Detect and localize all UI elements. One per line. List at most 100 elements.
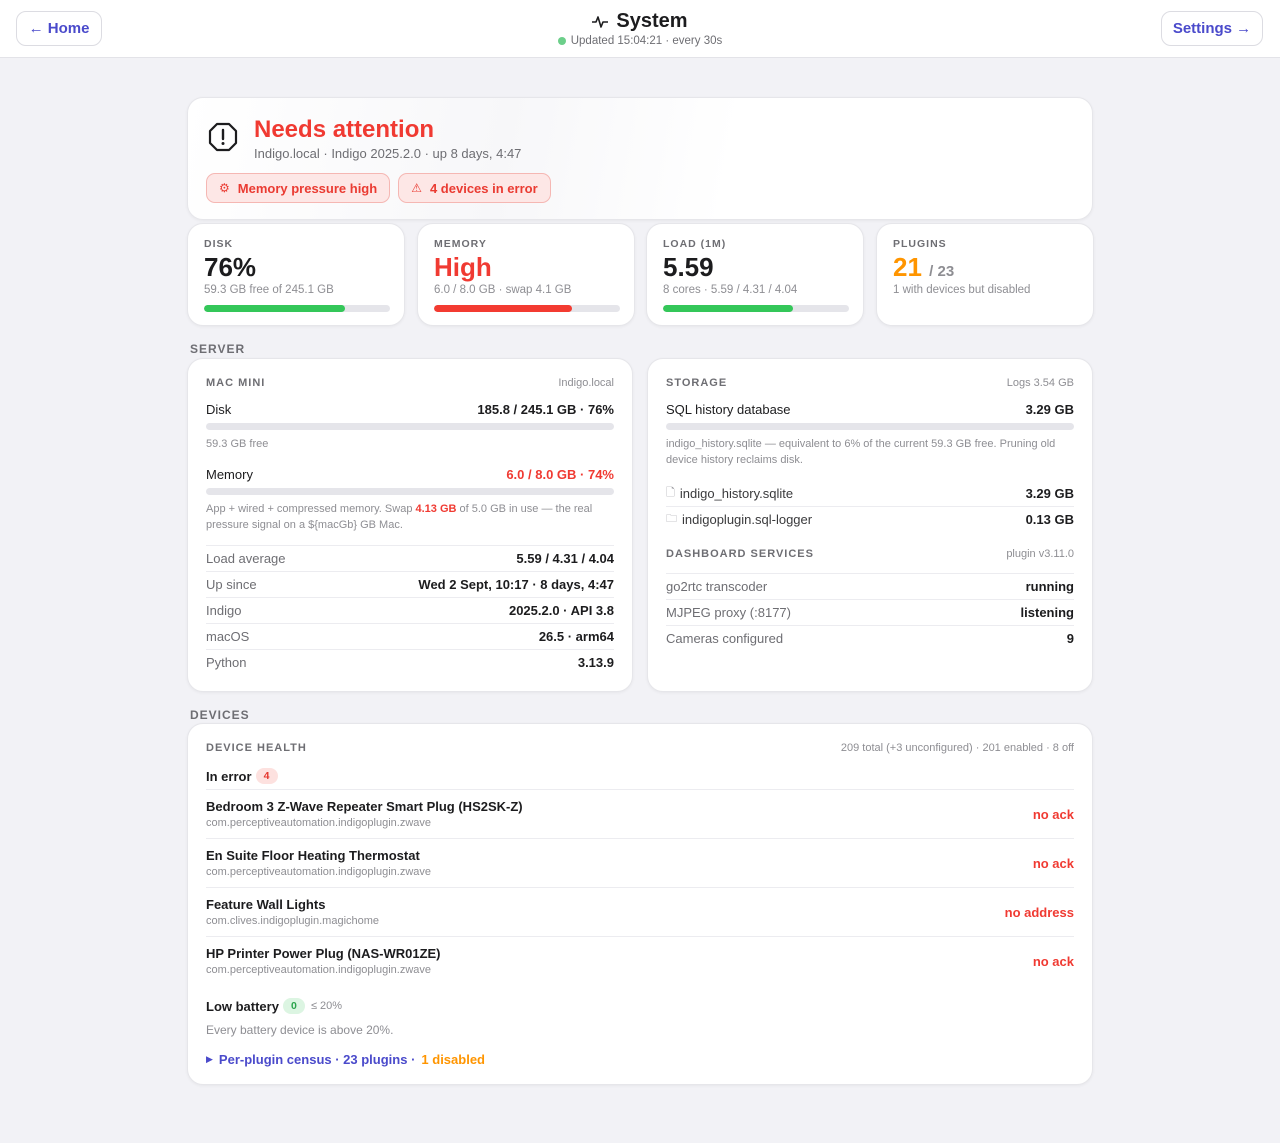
disk-stat-card[interactable]: DISK 76% 59.3 GB free of 245.1 GB: [187, 223, 405, 326]
disk-usage-bar: [204, 305, 390, 312]
folder-size: 0.13 GB: [1025, 512, 1074, 527]
device-summary: 209 total (+3 unconfigured) · 201 enable…: [840, 742, 1074, 754]
file-size: 3.29 GB: [1025, 485, 1074, 501]
disk-metric: Disk 185.8 / 245.1 GB · 76%: [206, 402, 614, 417]
memory-stat-card[interactable]: MEMORY High 6.0 / 8.0 GB · swap 4.1 GB: [417, 223, 635, 326]
metric-label: Memory: [206, 467, 253, 482]
folder-icon: 🗀: [666, 513, 677, 525]
low-battery-heading: Low battery 0 ≤ 20%: [206, 998, 342, 1014]
file-label: 🗋 indigo_history.sqlite: [666, 484, 793, 503]
page-header: System Updated 15:04:21 · every 30s: [440, 10, 840, 47]
folder-label: 🗀 indigoplugin.sql-logger: [666, 510, 812, 529]
stat-value: 76%: [204, 252, 257, 282]
row-value: 3.13.9: [577, 655, 614, 670]
note-text: of 5.0 GB in use — the real pressure sig…: [206, 503, 593, 531]
panel-header: STORAGE Logs 3.54 GB: [666, 377, 1074, 389]
bar-fill: [663, 305, 794, 312]
sql-db-bar: [666, 423, 1074, 430]
sql-db-note: indigo_history.sqlite — equivalent to 6%…: [666, 438, 1056, 466]
memory-usage-bar: [434, 305, 620, 312]
alert-chips: ⚙ Memory pressure high ⚠ 4 devices in er…: [206, 173, 551, 203]
mac-mini-panel: MAC MINI Indigo.local Disk 185.8 / 245.1…: [187, 358, 633, 692]
folder-name: indigoplugin.sql-logger: [682, 512, 813, 527]
bar-fill: [434, 305, 572, 312]
service-status: listening: [1020, 605, 1074, 620]
memory-metric: Memory 6.0 / 8.0 GB · 74%: [206, 467, 614, 482]
section-label-devices: DEVICES: [190, 708, 250, 722]
services-header: DASHBOARD SERVICES plugin v3.11.0: [666, 548, 1074, 560]
plugins-enabled-count: 21: [893, 252, 922, 282]
service-name: go2rtc transcoder: [666, 579, 768, 594]
row-label: Python: [206, 655, 247, 670]
panel-title: MAC MINI: [206, 377, 266, 389]
row-value: 26.5 · arm64: [538, 629, 614, 644]
device-name: Feature Wall Lights: [206, 897, 326, 912]
health-summary-card: Needs attention Indigo.local · Indigo 20…: [187, 97, 1093, 220]
load-bar: [663, 305, 849, 312]
page-title-text: System: [616, 10, 688, 32]
stat-value: 5.59: [663, 252, 714, 282]
device-plugin-id: com.perceptiveautomation.indigoplugin.zw…: [206, 964, 432, 976]
load-stat-card[interactable]: LOAD (1M) 5.59 8 cores · 5.59 / 4.31 / 4…: [646, 223, 864, 326]
settings-button[interactable]: Settings →: [1161, 11, 1263, 46]
panel-title: DEVICE HEALTH: [206, 742, 307, 754]
error-count-badge: 4: [255, 768, 278, 784]
device-error-row[interactable]: Feature Wall Lights com.clives.indigoplu…: [206, 887, 1074, 936]
device-error-row[interactable]: Bedroom 3 Z-Wave Repeater Smart Plug (HS…: [206, 789, 1074, 838]
home-button[interactable]: ← Home: [16, 11, 102, 46]
row-label: Indigo: [206, 603, 242, 618]
census-label: Per-plugin census · 23 plugins ·: [218, 1052, 416, 1067]
file-name: indigo_history.sqlite: [679, 485, 794, 501]
plugin-census-toggle[interactable]: ▶ Per-plugin census · 23 plugins · 1 dis…: [206, 1052, 485, 1067]
service-status: running: [1025, 579, 1074, 594]
row-label: Up since: [206, 577, 257, 592]
sql-db-metric: SQL history database 3.29 GB: [666, 402, 1074, 417]
panel-title: STORAGE: [666, 377, 728, 389]
service-row-go2rtc: go2rtc transcoder running: [666, 573, 1074, 599]
in-error-label: In error: [206, 768, 252, 784]
plugin-version: plugin v3.11.0: [1006, 548, 1074, 560]
metric-value: 185.8 / 245.1 GB · 76%: [477, 402, 614, 417]
device-plugin-id: com.clives.indigoplugin.magichome: [206, 915, 380, 927]
device-plugin-id: com.perceptiveautomation.indigoplugin.zw…: [206, 866, 432, 878]
cpu-icon: ⚙: [219, 181, 230, 195]
chip-label: 4 devices in error: [429, 180, 538, 196]
pulse-icon: [592, 15, 609, 28]
memory-pressure-chip[interactable]: ⚙ Memory pressure high: [206, 173, 391, 203]
up-since-row: Up since Wed 2 Sept, 10:17 · 8 days, 4:47: [206, 571, 614, 597]
device-error-row[interactable]: HP Printer Power Plug (NAS-WR01ZE) com.p…: [206, 936, 1074, 985]
section-label-server: SERVER: [190, 342, 246, 356]
row-value: 5.59 / 4.31 / 4.04: [516, 551, 614, 566]
alert-octagon-icon: [208, 122, 238, 152]
stat-value: 21 / 23: [893, 252, 954, 283]
plugins-total: / 23: [929, 263, 955, 280]
battery-threshold: ≤ 20%: [310, 1000, 343, 1012]
stat-label: MEMORY: [434, 238, 487, 250]
battery-note: Every battery device is above 20%.: [206, 1023, 394, 1037]
devices-error-chip[interactable]: ⚠ 4 devices in error: [398, 173, 551, 203]
health-status-title: Needs attention: [254, 116, 435, 143]
in-error-heading: In error 4: [206, 768, 278, 784]
top-bar: ← Home System Updated 15:04:21 · every 3…: [0, 0, 1280, 58]
device-error-status: no ack: [1032, 954, 1074, 969]
chip-label: Memory pressure high: [237, 180, 378, 196]
metric-label: SQL history database: [666, 402, 791, 417]
stat-subtext: 59.3 GB free of 245.1 GB: [204, 284, 334, 296]
plugins-stat-card[interactable]: PLUGINS 21 / 23 1 with devices but disab…: [876, 223, 1094, 326]
metric-value: 3.29 GB: [1025, 402, 1074, 417]
update-status: Updated 15:04:21 · every 30s: [440, 35, 840, 47]
stat-label: DISK: [204, 238, 234, 250]
folder-row: 🗀 indigoplugin.sql-logger 0.13 GB: [666, 506, 1074, 532]
stat-value: High: [434, 252, 492, 282]
stat-subtext: 1 with devices but disabled: [893, 284, 1031, 296]
memory-note: App + wired + compressed memory. Swap 4.…: [206, 501, 614, 533]
services-title: DASHBOARD SERVICES: [666, 548, 814, 560]
service-name: MJPEG proxy (:8177): [666, 605, 791, 620]
device-error-row[interactable]: En Suite Floor Heating Thermostat com.pe…: [206, 838, 1074, 887]
disk-bar: [206, 423, 614, 430]
update-status-text: Updated 15:04:21 · every 30s: [570, 35, 723, 47]
device-plugin-id: com.perceptiveautomation.indigoplugin.zw…: [206, 817, 432, 829]
metric-value: 6.0 / 8.0 GB · 74%: [506, 467, 614, 482]
disclosure-triangle-icon: ▶: [206, 1054, 213, 1064]
panel-header: MAC MINI Indigo.local: [206, 377, 614, 389]
